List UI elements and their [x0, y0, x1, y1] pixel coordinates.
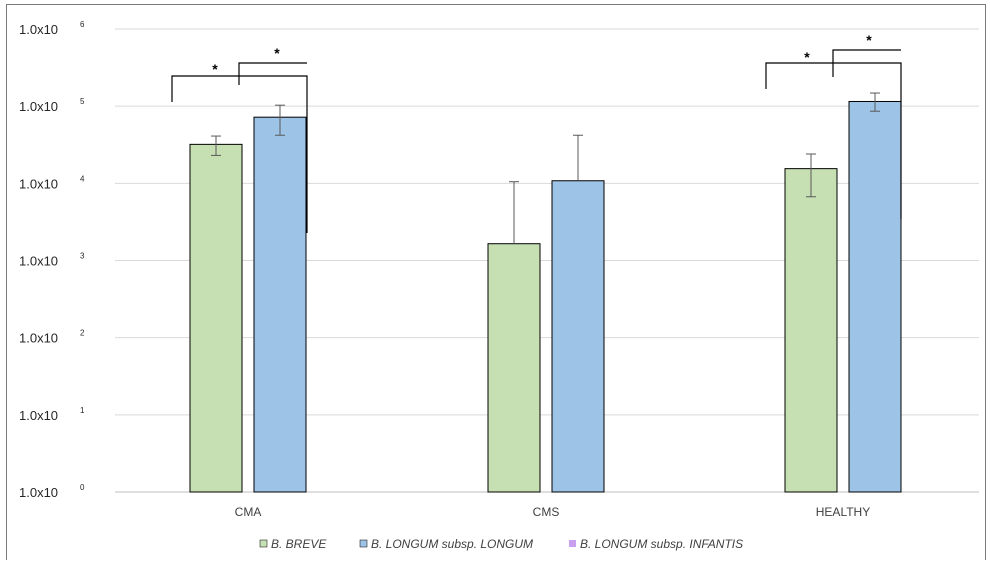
y-tick-exponent: 5 — [80, 97, 85, 106]
significance-marker: * — [804, 49, 810, 65]
y-tick-exponent: 1 — [80, 406, 85, 415]
x-category-label: CMA — [235, 505, 262, 519]
x-category-label: HEALTHY — [816, 505, 870, 519]
y-tick-label: 1.0x10 — [19, 254, 58, 269]
bar — [848, 100, 902, 493]
y-tick-exponent: 0 — [80, 483, 85, 492]
significance-marker: * — [866, 32, 872, 48]
legend-label: B. BREVE — [271, 537, 327, 551]
y-tick-label: 1.0x10 — [19, 408, 58, 423]
y-tick-label: 1.0x10 — [19, 331, 58, 346]
y-tick-label: 1.0x10 — [19, 22, 58, 37]
y-tick-exponent: 4 — [80, 174, 85, 183]
bar — [253, 116, 307, 493]
legend-swatch — [569, 540, 576, 547]
significance-bracket — [832, 49, 901, 77]
y-tick-exponent: 2 — [80, 329, 85, 338]
significance-bracket — [238, 62, 307, 85]
significance-marker: * — [212, 61, 218, 77]
y-tick-label: 1.0x10 — [19, 99, 58, 114]
y-tick-label: 1.0x10 — [19, 176, 58, 191]
y-tick-label: 1.0x10 — [19, 485, 58, 500]
chart-frame: 1.0x10 0 1.0x10 1 1.0x10 2 1.0x10 3 1.0x10 4 1.0x1… — [6, 4, 986, 560]
bar — [551, 180, 605, 493]
legend-label: B. LONGUM subsp. INFANTIS — [580, 537, 743, 551]
legend-label: B. LONGUM subsp. LONGUM — [371, 537, 533, 551]
chart-svg: 1.0x10 0 1.0x10 1 1.0x10 2 1.0x10 3 1.0x10 4 1.0x1… — [19, 20, 979, 551]
bar — [189, 143, 243, 493]
y-tick-exponent: 6 — [80, 20, 85, 29]
significance-marker: * — [274, 45, 280, 61]
bar — [784, 168, 838, 493]
y-tick-exponent: 3 — [80, 252, 85, 261]
x-category-label: CMS — [533, 505, 560, 519]
legend-swatch — [359, 539, 368, 548]
bar — [487, 243, 541, 493]
legend-swatch — [259, 539, 268, 548]
